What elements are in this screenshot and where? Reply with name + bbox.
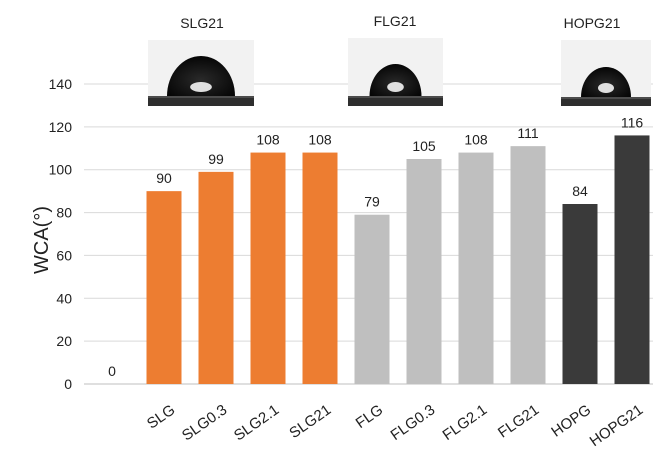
- droplet-highlight: [598, 83, 614, 93]
- data-label: 108: [464, 132, 488, 148]
- category-label: FLG2.1: [440, 401, 491, 444]
- y-tick-label: 20: [56, 333, 72, 349]
- inset-label: HOPG21: [564, 15, 621, 31]
- category-label: FLG0.3: [388, 401, 439, 444]
- bar: [510, 146, 546, 384]
- bar: [198, 171, 234, 384]
- data-label: 0: [108, 363, 116, 379]
- category-label: SLG: [144, 401, 178, 432]
- data-labels: 0 90 99 108 108 79 105 108 111 84 116: [108, 114, 643, 379]
- data-label: 108: [308, 132, 332, 148]
- y-tick-label: 0: [64, 376, 72, 392]
- y-tick-label: 140: [49, 76, 73, 92]
- data-label: 84: [572, 183, 588, 199]
- data-label: 99: [208, 151, 224, 167]
- bar: [406, 159, 442, 384]
- droplet-inset: SLG21: [148, 15, 254, 106]
- substrate: [148, 96, 254, 106]
- bars: [146, 135, 650, 384]
- y-tick-label: 40: [56, 290, 72, 306]
- bar: [146, 191, 182, 384]
- inset-label: FLG21: [374, 13, 417, 29]
- y-tick-label: 80: [56, 205, 72, 221]
- y-axis-ticks: 0 20 40 60 80 100 120 140: [49, 76, 73, 392]
- y-tick-label: 100: [49, 162, 73, 178]
- data-label: 90: [156, 170, 172, 186]
- droplet-shape: [167, 56, 235, 96]
- category-label: SLG2.1: [231, 401, 282, 444]
- bar: [458, 152, 494, 384]
- droplet-inset: FLG21: [348, 13, 443, 106]
- bar: [250, 152, 286, 384]
- category-label: SLG21: [286, 401, 334, 442]
- bar: [562, 204, 598, 384]
- inset-label: SLG21: [180, 15, 224, 31]
- data-label: 105: [412, 138, 436, 154]
- droplet-highlight: [190, 82, 212, 92]
- droplet-shape: [369, 64, 422, 96]
- category-label: FLG21: [495, 401, 542, 441]
- y-tick-label: 60: [56, 247, 72, 263]
- category-label: HOPG21: [587, 401, 647, 450]
- substrate: [348, 96, 443, 106]
- data-label: 79: [364, 194, 380, 210]
- bar: [354, 214, 390, 384]
- data-label: 108: [256, 132, 280, 148]
- substrate: [561, 97, 651, 106]
- droplet-shape: [581, 67, 631, 97]
- category-label: SLG0.3: [179, 401, 230, 444]
- category-label: FLG: [353, 401, 387, 432]
- bar: [614, 135, 650, 384]
- data-label: 111: [517, 125, 538, 141]
- data-label: 116: [621, 114, 644, 130]
- bar: [302, 152, 338, 384]
- droplet-inset: HOPG21: [561, 15, 651, 106]
- y-tick-label: 120: [49, 119, 73, 135]
- category-labels: SLG SLG0.3 SLG2.1 SLG21 FLG FLG0.3 FLG2.1 FLG21…: [144, 401, 646, 450]
- droplet-highlight: [387, 82, 404, 92]
- droplet-insets: SLG21 FLG21 HOPG21: [148, 13, 651, 106]
- y-axis-title: WCA(°): [31, 206, 53, 274]
